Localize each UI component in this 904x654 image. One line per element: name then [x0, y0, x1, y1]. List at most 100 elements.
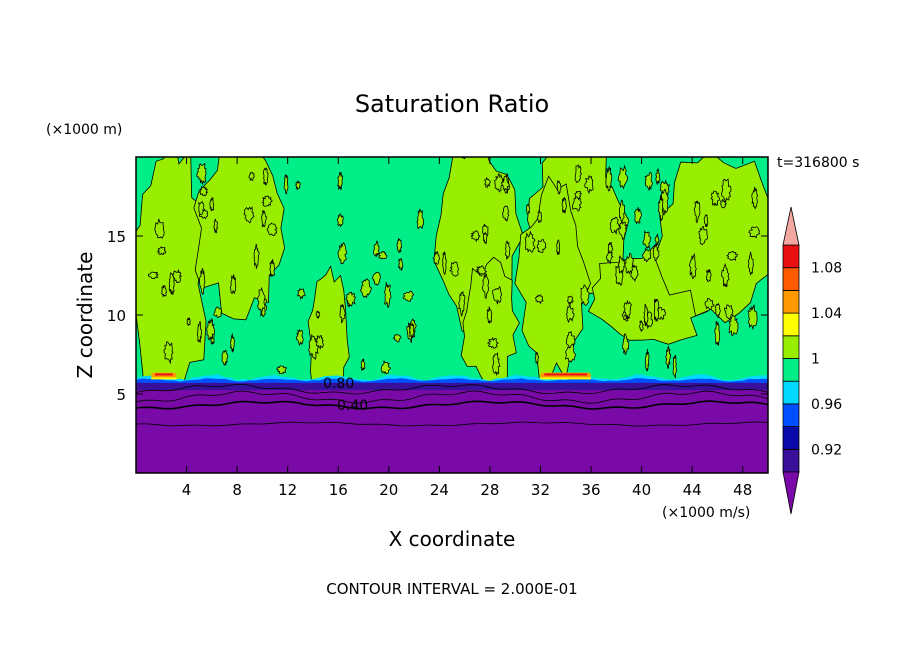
speckle-patch — [704, 298, 715, 310]
x-unit-label: (×1000 m/s) — [662, 505, 750, 521]
contour-label: 0.40 — [337, 398, 368, 414]
x-tick-label: 16 — [329, 481, 348, 499]
speckle-patch — [641, 247, 652, 263]
speckle-patch — [257, 286, 266, 314]
speckle-patch — [747, 251, 754, 276]
speckle-patch — [492, 285, 503, 305]
y-axis-label: Z coordinate — [73, 252, 97, 379]
speckle-patch — [642, 230, 652, 250]
speckle-patch — [294, 180, 301, 191]
speckle-patch — [199, 268, 206, 296]
x-tick-label: 12 — [278, 481, 297, 499]
speckle-patch — [574, 190, 582, 200]
x-tick-label: 4 — [182, 481, 192, 499]
x-tick-label: 48 — [733, 481, 752, 499]
x-axis-ticks: 4 8 12 16 20 24 28 32 36 40 44 48 — [182, 157, 752, 499]
speckle-patch — [196, 162, 207, 185]
y-tick-label: 15 — [107, 228, 126, 246]
colorbar-segment — [782, 403, 800, 427]
speckle-patch — [565, 330, 576, 349]
speckle-patch — [336, 213, 344, 228]
colorbar-tick-label: 1.04 — [811, 306, 842, 322]
speckle-patch — [481, 272, 490, 300]
speckle-patch — [392, 334, 402, 343]
speckle-patch — [726, 250, 739, 261]
speckle-patch — [584, 174, 594, 194]
colorbar-tick-label: 0.96 — [811, 397, 842, 413]
boundary-hot-spots — [151, 372, 592, 380]
speckle-patch — [261, 209, 267, 228]
speckle-patch — [501, 205, 510, 222]
speckle-patch — [315, 310, 321, 319]
speckle-patch — [609, 216, 620, 235]
speckle-patch — [721, 178, 732, 203]
speckle-patch — [243, 206, 255, 224]
speckle-patch — [748, 226, 761, 239]
colorbar-segment — [782, 335, 800, 359]
speckle-patch — [652, 244, 660, 262]
speckle-patch — [398, 258, 404, 272]
colorbar-tick-label: 1.08 — [811, 261, 842, 277]
speckle-patch — [458, 290, 466, 317]
colorbar-segment — [782, 426, 800, 450]
speckle-patch — [229, 332, 235, 354]
contour-interval-footer: CONTOUR INTERVAL = 2.000E-01 — [326, 580, 577, 598]
y-axis-ticks: 5 10 15 — [107, 228, 768, 404]
contour-labels: 0.80 0.40 — [323, 376, 368, 414]
speckle-patch — [580, 284, 590, 306]
speckle-patch — [654, 233, 660, 247]
speckle-patch — [567, 295, 575, 306]
speckle-patch — [665, 345, 671, 369]
speckle-patch — [561, 196, 567, 214]
speckle-patch — [606, 250, 614, 265]
hot-spot-red — [544, 373, 588, 376]
colorbar-segment — [782, 448, 800, 473]
y-tick-label: 10 — [107, 307, 126, 325]
colorbar-segment — [782, 289, 800, 314]
speckle-patch — [501, 175, 510, 192]
speckle-patch — [198, 200, 205, 216]
colorbar-segment — [782, 267, 800, 291]
colorbar-over-arrow — [782, 206, 800, 246]
colorbar-segment — [782, 244, 800, 269]
speckle-patch — [147, 271, 159, 280]
speckle-patch — [359, 278, 372, 299]
speckle-patch — [556, 239, 561, 256]
x-tick-label: 32 — [531, 481, 550, 499]
speckle-patch — [618, 255, 626, 274]
speckle-patch — [172, 268, 183, 284]
speckle-patch — [360, 358, 366, 372]
speckle-patch — [657, 195, 664, 222]
speckle-patch — [618, 220, 628, 241]
x-tick-label: 24 — [430, 481, 449, 499]
speckle-patch — [371, 271, 381, 286]
speckle-patch — [154, 218, 165, 239]
speckle-patch — [384, 282, 392, 308]
contour-line — [136, 390, 768, 404]
speckle-patch — [644, 171, 654, 191]
speckle-patch — [689, 252, 697, 280]
hot-spot-yellow — [151, 377, 177, 380]
x-axis-label: X coordinate — [389, 527, 516, 551]
green-column-patch — [514, 175, 591, 385]
speckle-patch — [156, 246, 167, 256]
speckle-patch — [402, 290, 415, 302]
speckle-patch — [266, 222, 278, 237]
contour-plot-area — [136, 157, 768, 473]
speckle-patch — [163, 341, 174, 365]
speckle-patch — [653, 298, 660, 322]
speckle-patch — [209, 197, 215, 212]
hot-spot-yellow — [540, 377, 592, 380]
speckle-patch — [229, 274, 237, 294]
speckle-patch — [206, 317, 215, 341]
speckle-patch — [710, 190, 721, 207]
speckle-patch — [253, 243, 260, 269]
speckle-patch — [345, 291, 357, 307]
speckle-patch — [504, 240, 511, 260]
speckle-patch — [644, 348, 650, 372]
speckle-patch — [639, 319, 644, 333]
chart-title: Saturation Ratio — [355, 90, 549, 118]
speckle-patch — [380, 360, 391, 375]
speckle-patch — [486, 306, 493, 325]
speckle-patch — [199, 186, 209, 197]
